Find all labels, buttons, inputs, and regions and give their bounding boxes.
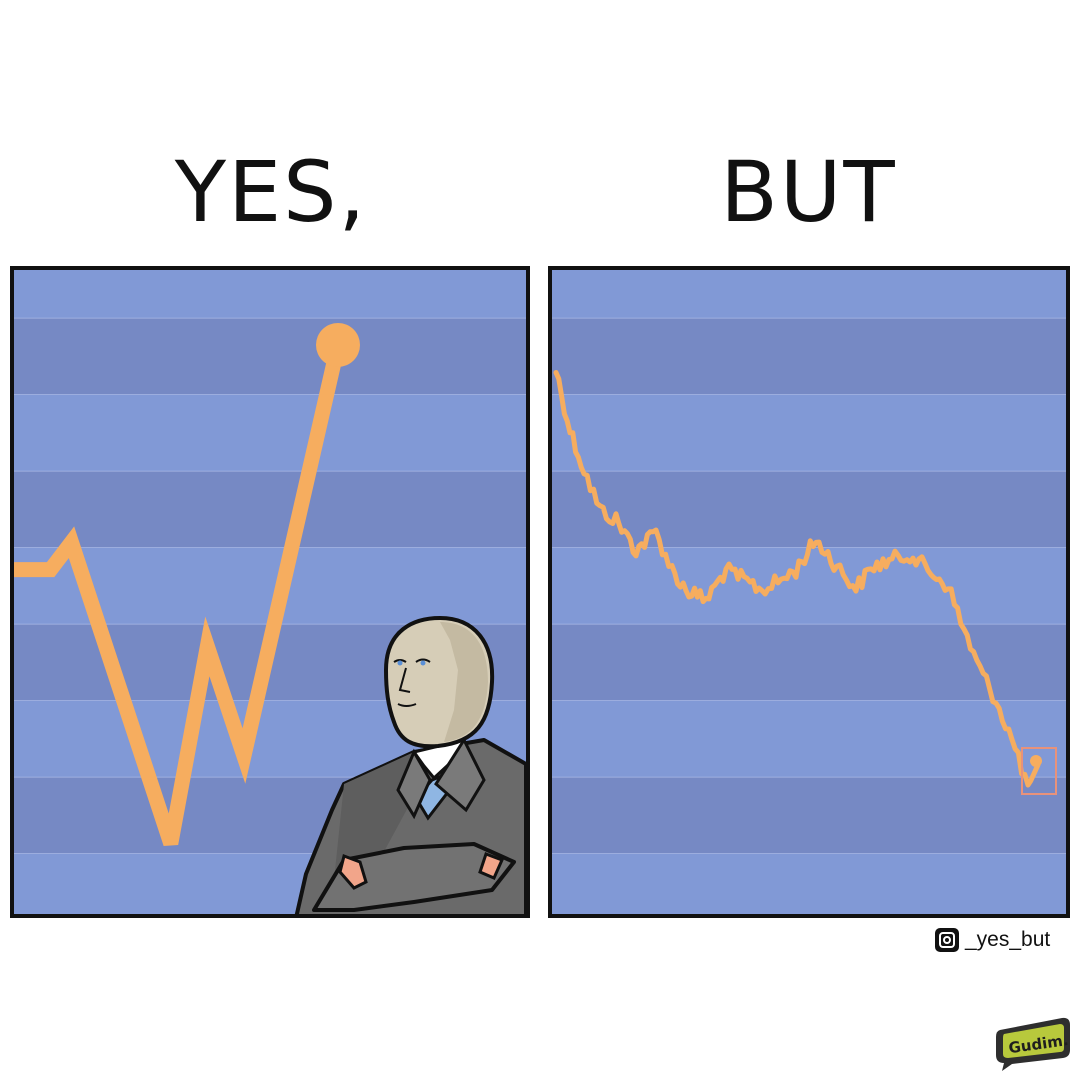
left-lapel [396,748,432,820]
chart-band [552,548,1066,625]
instagram-icon [935,928,959,952]
chart-band [552,270,1066,319]
chart-band [14,270,526,319]
chart-band [552,318,1066,395]
chart-band [14,471,526,548]
instagram-handle: _yes_but [935,925,1050,955]
chart-band [552,777,1066,854]
panel-left [10,266,530,918]
right-iris [420,660,426,666]
logo-fill [1003,1024,1064,1058]
gudim-logo: Gudim. [996,1017,1070,1071]
chart-band [552,701,1066,778]
panel-right [548,266,1070,918]
caption-but: BUT [720,143,897,241]
caption-yes: YES, [174,143,368,241]
handle-text: _yes_but [965,928,1051,951]
right-chart [552,270,1066,914]
right-eye [415,658,431,663]
right-lapel [434,736,486,813]
chart-band [552,854,1066,914]
falling-line [553,370,1041,788]
mouth [397,703,417,707]
businessman-figure [294,615,526,914]
suit-shading [334,752,414,880]
crossed-arms [312,842,516,912]
chart-band [552,395,1066,472]
line-endpoint [1030,755,1042,767]
chart-band [14,318,526,395]
chart-bands [552,270,1066,914]
face-shading [440,622,488,742]
hand-left [338,854,368,890]
left-iris [397,660,403,666]
hand-right [478,852,505,880]
rising-line [14,343,346,846]
chart-band [552,471,1066,548]
left-eye [393,659,407,663]
endpoint-highlight-box [1021,747,1057,795]
line-endpoint [316,322,360,367]
nose [398,667,411,693]
left-chart [14,270,526,914]
chart-band [14,395,526,472]
